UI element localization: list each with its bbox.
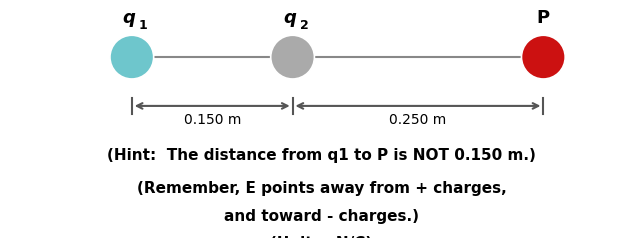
Ellipse shape (271, 35, 314, 79)
Ellipse shape (521, 35, 565, 79)
Text: 0.250 m: 0.250 m (389, 113, 447, 127)
Text: 2: 2 (300, 19, 309, 32)
Text: 1: 1 (139, 19, 148, 32)
Text: q: q (283, 9, 296, 27)
Text: and toward - charges.): and toward - charges.) (224, 209, 419, 224)
Text: P: P (537, 9, 550, 27)
Text: (Hint:  The distance from q1 to P is NOT 0.150 m.): (Hint: The distance from q1 to P is NOT … (107, 148, 536, 163)
Ellipse shape (110, 35, 154, 79)
Text: 0.150 m: 0.150 m (183, 113, 241, 127)
Text: (Remember, E points away from + charges,: (Remember, E points away from + charges, (136, 181, 507, 196)
Text: (Unit = N/C): (Unit = N/C) (270, 236, 373, 238)
Text: q: q (122, 9, 135, 27)
